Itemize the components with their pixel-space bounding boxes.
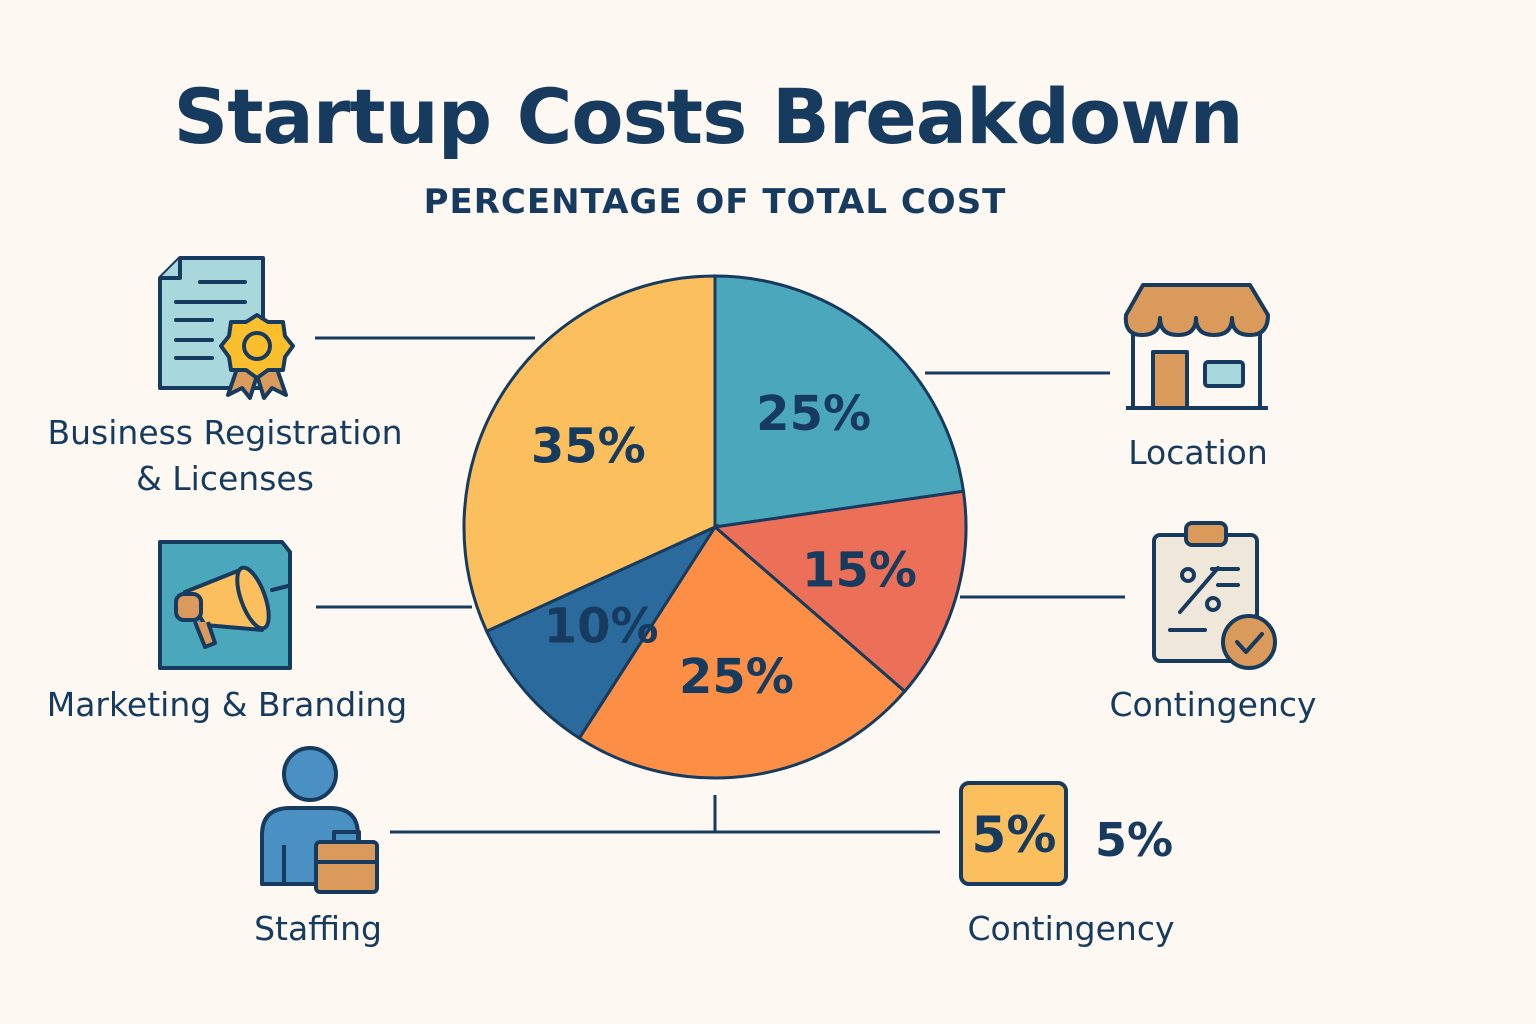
label-location: Location <box>1128 433 1268 472</box>
pie-slice-2 <box>577 524 907 780</box>
label-contingency: Contingency <box>1109 685 1317 724</box>
slice-label-3: 10% <box>544 599 659 655</box>
slice-label-0: 25% <box>756 386 871 442</box>
contingency-percent-badge <box>959 781 1068 886</box>
label-business-registration: Business Registration & Licenses <box>20 410 430 502</box>
pie-slice-0 <box>713 274 966 529</box>
chart-title: Startup Costs Breakdown <box>173 72 1243 161</box>
label-line: Business Registration <box>47 413 403 452</box>
label-marketing: Marketing & Branding <box>46 685 408 724</box>
contingency-badge-text: 5% <box>972 806 1057 864</box>
chart-subtitle: PERCENTAGE OF TOTAL COST <box>423 182 1007 222</box>
label-staffing: Staffing <box>254 909 382 948</box>
contingency-value-text: 5% <box>1095 813 1173 867</box>
pie-slice-3 <box>484 523 720 741</box>
storefront-icon <box>1123 283 1270 410</box>
slice-label-4: 35% <box>531 419 646 475</box>
person-briefcase-icon <box>260 746 379 894</box>
slice-label-1: 15% <box>802 542 917 598</box>
pie-slice-1 <box>711 489 968 694</box>
label-line: & Licenses <box>136 459 314 498</box>
megaphone-icon <box>158 540 292 670</box>
clipboard-percent-icon <box>1152 521 1277 670</box>
label-contingency-secondary: Contingency <box>967 909 1175 948</box>
pie-slice-4 <box>462 274 717 634</box>
connector-lines <box>315 336 1125 834</box>
certificate-icon <box>158 256 295 400</box>
slice-label-2: 25% <box>679 649 794 705</box>
